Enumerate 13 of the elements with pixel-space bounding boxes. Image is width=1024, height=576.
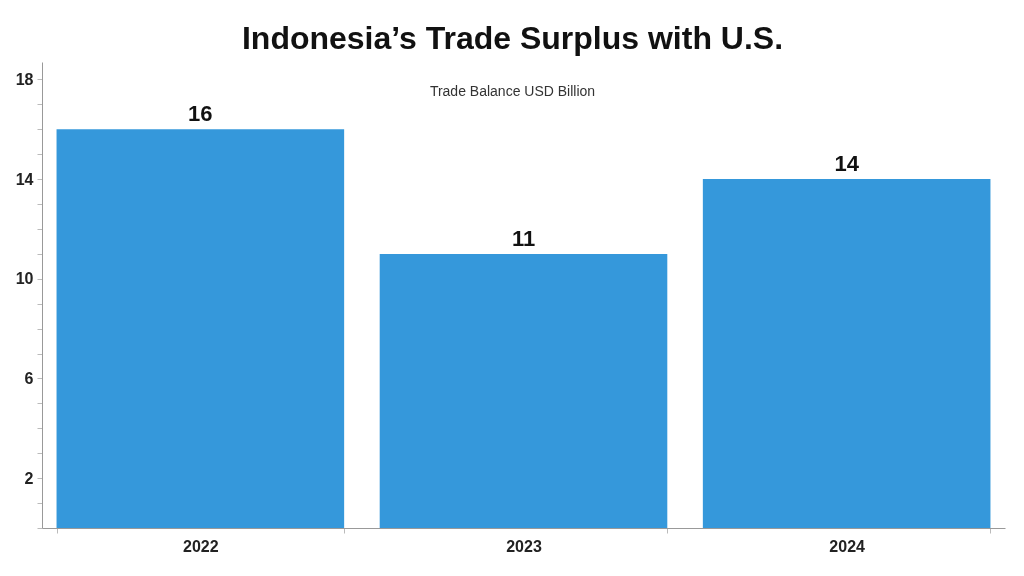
y-tick-label: 6 xyxy=(24,369,34,387)
y-tick-label: 10 xyxy=(15,270,34,288)
data-label: 16 xyxy=(188,101,213,127)
y-tick-label: 2 xyxy=(24,469,34,487)
chart-title: Indonesia’s Trade Surplus with U.S. xyxy=(241,20,784,56)
data-label: 14 xyxy=(834,151,860,177)
data-label: 11 xyxy=(511,225,536,251)
x-tick-label: 2023 xyxy=(506,537,542,555)
y-tick-label: 14 xyxy=(15,170,34,188)
x-tick-label: 2024 xyxy=(829,537,866,555)
x-tick-label: 2022 xyxy=(183,537,219,555)
annotation: Trade Balance USD Billion xyxy=(429,83,596,99)
y-tick-label: 18 xyxy=(15,70,34,88)
